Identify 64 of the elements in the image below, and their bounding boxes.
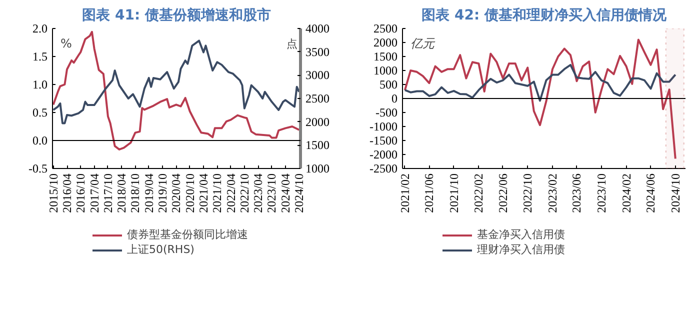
y-tick-label: 1.0: [32, 78, 48, 92]
y-tick-label: -0.5: [28, 162, 48, 176]
x-tick-label: 2018/04: [114, 173, 129, 213]
y-tick-label: -1000: [370, 120, 398, 134]
y-tick-label: 1500: [374, 50, 398, 64]
y-tick-label: 1000: [374, 64, 398, 78]
x-tick-label: 2024/06: [644, 173, 658, 213]
y-tick-label: -2000: [370, 148, 398, 162]
y2-tick-label: 2000: [306, 114, 330, 129]
x-tick-label: 2021/10: [210, 173, 224, 213]
x-tick-label: 2018/10: [128, 173, 142, 213]
x-tick-label: 2023/10: [594, 173, 608, 213]
y2-tick-label: 3000: [306, 68, 330, 82]
y-tick-label: -1500: [370, 134, 398, 148]
y2-tick-label: 1500: [306, 138, 330, 152]
x-tick-label: 2017/10: [100, 173, 115, 213]
x-tick-label: 2019/10: [156, 173, 170, 213]
legend-label: 债券型基金份额同比增速: [127, 227, 248, 242]
x-tick-label: 2021/10: [446, 173, 461, 213]
y-tick-label: -2500: [370, 162, 398, 176]
x-tick-label: 2024/04: [278, 173, 292, 213]
y-tick-label: 0.5: [32, 106, 48, 120]
y2-tick-label: 1000: [306, 162, 330, 176]
y2-axis-title: 点: [286, 38, 298, 50]
y-tick-label: 1.5: [32, 50, 48, 64]
x-tick-label: 2022/10: [237, 173, 252, 213]
x-tick-label: 2020/04: [169, 173, 184, 213]
x-tick-label: 2022/04: [224, 173, 238, 213]
y-tick-label: 2000: [374, 36, 398, 50]
x-tick-label: 2023/06: [570, 173, 584, 213]
y-tick-label: 2500: [374, 22, 398, 36]
x-tick-label: 2023/04: [251, 173, 266, 213]
y2-tick-label: 3500: [306, 44, 330, 59]
x-tick-label: 2022/06: [496, 173, 510, 213]
y-tick-label: 0: [392, 92, 398, 106]
x-tick-label: 2021/04: [196, 173, 210, 213]
x-tick-label: 2023/10: [264, 173, 279, 213]
chart-title: 图表 41: 债基份额增速和股市: [82, 6, 271, 24]
x-tick-label: 2022/02: [472, 173, 486, 213]
x-tick-label: 2016/10: [74, 173, 88, 213]
y-tick-label: 2.0: [32, 22, 48, 36]
x-tick-label: 2024/10: [668, 173, 682, 213]
x-tick-label: 2016/04: [60, 173, 74, 213]
x-tick-label: 2015/10: [46, 173, 60, 213]
legend-label: 基金净买入信用债: [477, 227, 565, 242]
x-tick-label: 2019/04: [142, 173, 156, 213]
y-axis-title: 亿元: [410, 36, 436, 50]
y2-tick-label: 4000: [306, 22, 330, 36]
y2-tick-label: 2500: [306, 92, 330, 106]
x-tick-label: 2017/04: [87, 173, 102, 213]
x-tick-label: 2024/02: [619, 173, 634, 213]
y-tick-label: 0.0: [32, 134, 48, 148]
chart-title: 图表 42: 债基和理财净买入信用债情况: [422, 8, 668, 24]
x-tick-label: 2021/02: [398, 173, 412, 213]
x-tick-label: 2022/10: [520, 173, 535, 213]
x-tick-label: 2024/10: [292, 173, 306, 213]
y-axis-title: %: [60, 36, 72, 50]
legend-label: 理财净买入信用债: [477, 242, 565, 257]
x-tick-label: 2021/06: [422, 173, 436, 213]
legend-label: 上证50(RHS): [127, 242, 194, 257]
y-tick-label: 500: [380, 78, 398, 92]
x-tick-label: 2020/10: [182, 173, 197, 213]
x-tick-label: 2023/02: [545, 173, 560, 213]
y-tick-label: -500: [376, 106, 398, 120]
